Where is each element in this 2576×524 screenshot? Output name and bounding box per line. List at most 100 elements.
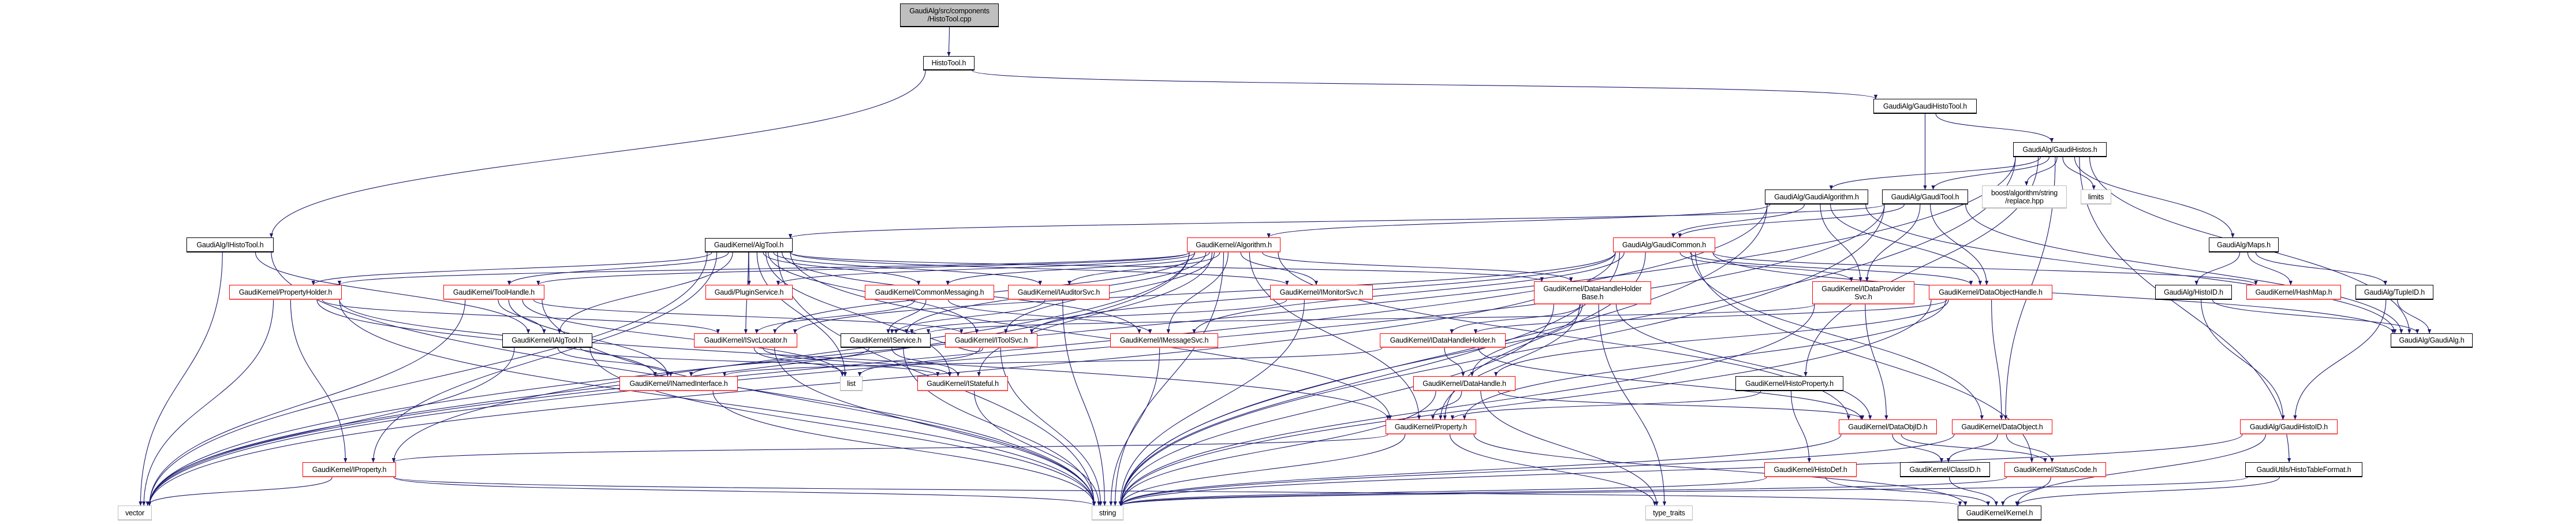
node-iservice[interactable]: GaudiKernel/IService.h [841, 333, 931, 348]
node-istateful[interactable]: GaudiKernel/IStateful.h [917, 376, 1008, 391]
edge-algorithm-to-imonitorsvc [1240, 252, 1319, 285]
node-isvclocator[interactable]: GaudiKernel/ISvcLocator.h [694, 333, 797, 348]
edge-property-to-type_traits [1449, 434, 1657, 506]
node-property[interactable]: GaudiKernel/Property.h [1386, 419, 1476, 434]
edge-datahandle-to-string [1119, 391, 1436, 506]
node-itoolsvc[interactable]: GaudiKernel/IToolSvc.h [945, 333, 1037, 348]
edge-gaudihistos-to-gauditool [1931, 157, 2049, 190]
edge-algtool-to-dhhb [790, 252, 1544, 282]
edge-algorithm-to-pluginservice [776, 252, 1196, 285]
edge-dhhb-to-dataobjid [1615, 304, 1872, 420]
node-pluginservice[interactable]: Gaudi/PluginService.h [705, 285, 793, 300]
node-iproperty[interactable]: GaudiKernel/IProperty.h [303, 462, 396, 477]
node-statuscode[interactable]: GaudiKernel/StatusCode.h [2004, 462, 2106, 477]
edge-iproperty-to-string [393, 477, 1096, 506]
edge-algorithm-to-toolhandle [536, 252, 1190, 285]
node-imonitorsvc[interactable]: GaudiKernel/IMonitorSvc.h [1270, 285, 1373, 300]
node-cpp[interactable]: GaudiAlg/src/components /HistoTool.cpp [900, 3, 999, 27]
edge-gaudialgorithm-to-idataprovidersvc [1820, 204, 1862, 282]
node-gaudicommon[interactable]: GaudiAlg/GaudiCommon.h [1613, 237, 1715, 252]
node-vector[interactable]: vector [118, 506, 152, 521]
edge-propertyholder-to-inamedinterface [316, 299, 657, 377]
node-algorithm[interactable]: GaudiKernel/Algorithm.h [1187, 237, 1280, 252]
edge-algorithm-to-imessagesvc [1166, 252, 1229, 334]
node-ihistotool[interactable]: GaudiAlg/IHistoTool.h [186, 237, 274, 252]
node-histoid[interactable]: GaudiAlg/HistoID.h [2155, 285, 2232, 300]
node-gaudialgorithm[interactable]: GaudiAlg/GaudiAlgorithm.h [1765, 189, 1868, 205]
edge-statuscode-to-string [1119, 477, 2007, 506]
edge-dataobject-to-string [1119, 434, 1955, 506]
edge-itoolsvc-to-list [857, 347, 981, 377]
node-idataprovidersvc[interactable]: GaudiKernel/IDataProvider Svc.h [1812, 281, 1914, 304]
node-iauditorsvc[interactable]: GaudiKernel/IAuditorSvc.h [1008, 285, 1110, 300]
edge-gaudicommon-to-idataprovidersvc [1679, 252, 1853, 282]
node-kernel[interactable]: GaudiKernel/Kernel.h [1958, 506, 2041, 521]
node-gaudihistos[interactable]: GaudiAlg/GaudiHistos.h [2013, 142, 2107, 157]
edge-datahandle-to-dataobjid [1498, 391, 1865, 420]
node-ialgtool[interactable]: GaudiKernel/IAlgTool.h [502, 333, 592, 348]
node-imessagesvc[interactable]: GaudiKernel/IMessageSvc.h [1110, 333, 1218, 348]
node-classid[interactable]: GaudiKernel/ClassID.h [1900, 462, 1990, 477]
edge-algtool-to-commonmessaging [763, 252, 921, 285]
edge-histotableformat-to-kernel [2016, 477, 2280, 506]
node-string[interactable]: string [1092, 506, 1123, 521]
edge-gaudihistos-to-maps [2074, 157, 2235, 238]
edge-algtool-to-ialgtool [557, 252, 733, 334]
node-gauditool[interactable]: GaudiAlg/GaudiTool.h [1882, 189, 1968, 205]
node-tupleid[interactable]: GaudiAlg/TupleID.h [2355, 285, 2433, 300]
edge-commonmessaging-to-isvclocator [755, 299, 916, 334]
edge-gaudicommon-to-dataobjecthandle [1690, 252, 1973, 285]
node-dataobjecthandle[interactable]: GaudiKernel/DataObjectHandle.h [1929, 285, 2052, 300]
node-dataobject[interactable]: GaudiKernel/DataObject.h [1952, 419, 2052, 434]
edge-dataobjecthandle-to-idatahandleholder [1473, 299, 1947, 334]
edge-ihistotool-to-vector [139, 252, 223, 506]
node-commonmessaging[interactable]: GaudiKernel/CommonMessaging.h [865, 285, 994, 300]
edge-classid-to-kernel [1949, 477, 1999, 506]
edge-gaudialgorithm-to-string [1119, 204, 1768, 506]
edge-ihistotool-to-ialgtool [255, 252, 531, 334]
node-gaudihistotool[interactable]: GaudiAlg/GaudiHistoTool.h [1873, 99, 1977, 114]
edge-gaudihistos-to-histotableformat [2079, 157, 2291, 463]
node-histotool[interactable]: HistoTool.h [923, 56, 975, 70]
node-boost[interactable]: boost/algorithm/string /replace.hpp [1982, 185, 2067, 209]
edge-gaudihistotool-to-gaudihistos [1935, 113, 2054, 143]
node-toolhandle[interactable]: GaudiKernel/ToolHandle.h [443, 285, 544, 300]
edge-algtool-to-property [790, 252, 1392, 420]
node-histotableformat[interactable]: GaudiUtils/HistoTableFormat.h [2245, 462, 2362, 477]
node-list[interactable]: list [840, 376, 863, 391]
node-idatahandleholder[interactable]: GaudiKernel/IDataHandleHolder.h [1380, 333, 1506, 348]
edge-ialgtool-to-inamedinterface [557, 347, 673, 377]
edge-iservice-to-string [903, 347, 1096, 506]
node-dataobjid[interactable]: GaudiKernel/DataObjID.h [1839, 419, 1937, 434]
edge-gaudihistoid-to-kernel [2015, 434, 2266, 506]
edge-iauditorsvc-to-iservice [894, 299, 1046, 334]
edge-propertyholder-to-string [339, 299, 1096, 506]
edge-algorithm-to-dhhb [1262, 252, 1573, 282]
edge-algorithm-to-propertyholder [338, 252, 1190, 285]
edge-statuscode-to-kernel [2001, 477, 2051, 506]
edge-algtool-to-vector [147, 252, 708, 506]
edge-gauditool-to-idataprovidersvc [1865, 204, 1921, 282]
edge-property-to-kernel [1473, 434, 1968, 506]
node-propertyholder[interactable]: GaudiKernel/PropertyHolder.h [229, 285, 342, 300]
edge-gaudihistos-to-gaudialgorithm [1829, 157, 2041, 190]
edge-dhhb-to-property [1439, 304, 1580, 420]
node-hashmap[interactable]: GaudiKernel/HashMap.h [2246, 285, 2341, 300]
node-gaudialgh[interactable]: GaudiAlg/GaudiAlg.h [2391, 333, 2473, 348]
node-datahandle[interactable]: GaudiKernel/DataHandle.h [1413, 376, 1515, 391]
node-gaudihistoid[interactable]: GaudiAlg/GaudiHistoID.h [2240, 419, 2338, 434]
node-limits[interactable]: limits [2081, 189, 2111, 205]
edge-algorithm-to-iauditorsvc [1067, 252, 1220, 285]
edge-gaudialgorithm-to-vector [147, 204, 1768, 506]
edge-iservice-to-inamedinterface [689, 347, 869, 377]
node-inamedinterface[interactable]: GaudiKernel/INamedInterface.h [619, 376, 738, 391]
edge-algtool-to-iauditorsvc [773, 252, 1042, 285]
node-histoproperty[interactable]: GaudiKernel/HistoProperty.h [1735, 376, 1843, 391]
edge-tupleid-to-gaudihistoid [2293, 299, 2387, 420]
node-dhhb[interactable]: GaudiKernel/DataHandleHolder Base.h [1534, 281, 1651, 304]
node-maps[interactable]: GaudiAlg/Maps.h [2209, 237, 2279, 252]
node-type-traits[interactable]: type_traits [1645, 506, 1693, 521]
node-histodef[interactable]: GaudiKernel/HistoDef.h [1764, 462, 1857, 477]
node-algtool[interactable]: GaudiKernel/AlgTool.h [705, 238, 793, 252]
